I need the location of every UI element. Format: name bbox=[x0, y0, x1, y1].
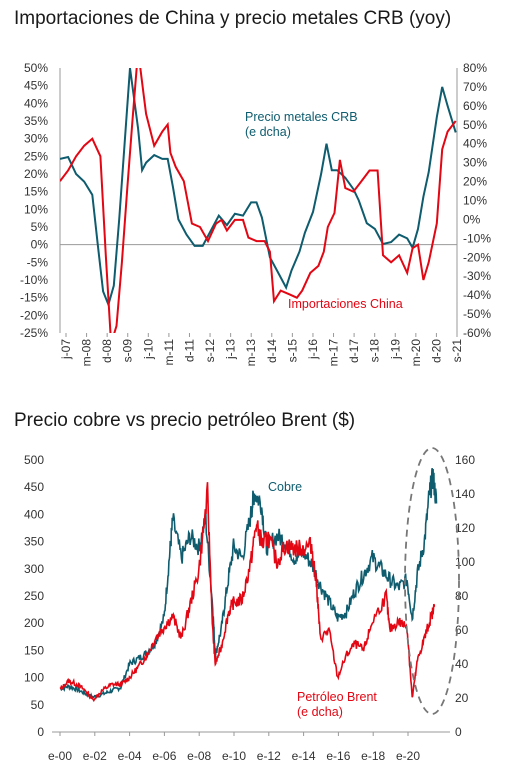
chart1-right-tick: 60% bbox=[463, 99, 487, 113]
chart1-x-tick: s-21 bbox=[450, 339, 464, 363]
chart1-x-tick: d-11 bbox=[182, 339, 196, 362]
chart1-left-tick: -20% bbox=[20, 308, 48, 322]
chart2-right-tick: 160 bbox=[455, 453, 475, 467]
chart2-title: Precio cobre vs precio petróleo Brent ($… bbox=[14, 410, 356, 431]
chart2-right-tick: 120 bbox=[455, 521, 475, 535]
chart1-x-tick: j-07 bbox=[59, 339, 73, 360]
chart1-right-tick: 10% bbox=[463, 194, 487, 208]
chart2-x-tick: e-06 bbox=[152, 749, 176, 763]
chart2-x-tick: e-02 bbox=[83, 749, 107, 763]
chart2-x-tick: e-10 bbox=[222, 749, 246, 763]
chart1-title: Importaciones de China y precio metales … bbox=[14, 8, 452, 29]
chart1-left-tick: 40% bbox=[24, 96, 48, 110]
chart2-x-tick: e-18 bbox=[361, 749, 385, 763]
chart1-x-tick: s-15 bbox=[285, 339, 299, 363]
chart1-right-tick: 80% bbox=[463, 61, 487, 75]
chart1-left-tick: -15% bbox=[20, 291, 48, 305]
chart1-x-tick: d-17 bbox=[347, 339, 361, 363]
chart2-x-tick: e-20 bbox=[396, 749, 420, 763]
chart1-right-tick: -10% bbox=[463, 231, 491, 245]
chart2-left-tick: 0 bbox=[37, 725, 44, 739]
chart1-x-tick: j-10 bbox=[141, 339, 155, 360]
chart1-right-tick: -30% bbox=[463, 269, 491, 283]
chart1-crb-label-line2: (e dcha) bbox=[245, 125, 291, 139]
chart1-right-tick: -60% bbox=[463, 326, 491, 340]
chart2-left-tick: 150 bbox=[24, 643, 44, 657]
chart1-imports-label: Importaciones China bbox=[288, 297, 403, 311]
chart2-series-copper bbox=[59, 468, 438, 700]
chart2-x-tick: e-14 bbox=[292, 749, 316, 763]
chart1-right-tick: -20% bbox=[463, 250, 491, 264]
chart2-x-tick: e-12 bbox=[257, 749, 281, 763]
chart2-x-tick: e-16 bbox=[326, 749, 350, 763]
chart1-left-tick: 10% bbox=[24, 202, 48, 216]
chart2-right-tick: 140 bbox=[455, 487, 475, 501]
chart1-x-tick: j-16 bbox=[306, 339, 320, 360]
chart1-left-tick: 20% bbox=[24, 167, 48, 181]
chart1-left-tick: -10% bbox=[20, 273, 48, 287]
chart1-x-tick: m-17 bbox=[327, 339, 341, 367]
chart1-right-tick: 40% bbox=[463, 137, 487, 151]
chart1-x-tick: m-13 bbox=[244, 339, 258, 367]
chart1-x-tick: d-14 bbox=[265, 339, 279, 363]
chart2-left-tick: 350 bbox=[24, 535, 44, 549]
chart1-series-imports bbox=[60, 68, 457, 333]
chart2-right-tick: 20 bbox=[455, 691, 469, 705]
chart1-right-tick: 30% bbox=[463, 156, 487, 170]
chart2-left-tick: 100 bbox=[24, 671, 44, 685]
chart1-x-tick: m-11 bbox=[162, 339, 176, 366]
chart1-right-tick: 50% bbox=[463, 118, 487, 132]
chart1-x-tick: m-20 bbox=[409, 339, 423, 367]
chart2-left-tick: 200 bbox=[24, 616, 44, 630]
chart1-left-tick: -25% bbox=[20, 326, 48, 340]
chart1-x-tick: d-08 bbox=[100, 339, 114, 363]
chart1-right-tick: 70% bbox=[463, 80, 487, 94]
chart1-x-tick: j-13 bbox=[224, 339, 238, 360]
chart2-left-tick: 250 bbox=[24, 589, 44, 603]
chart1-right-tick: 0% bbox=[463, 212, 481, 226]
chart2-series-brent bbox=[59, 482, 436, 703]
chart1-x-tick: d-20 bbox=[429, 339, 443, 363]
chart2-x-tick: e-08 bbox=[187, 749, 211, 763]
chart1-left-tick: 0% bbox=[31, 238, 49, 252]
chart1-left-tick: 50% bbox=[24, 61, 48, 75]
chart2-highlight-ellipse bbox=[404, 447, 460, 715]
chart2-left-tick: 500 bbox=[24, 453, 44, 467]
chart1-left-tick: -5% bbox=[27, 255, 49, 269]
chart1-x-tick: j-19 bbox=[388, 339, 402, 360]
chart1-left-tick: 35% bbox=[24, 114, 48, 128]
chart2-right-tick: 80 bbox=[455, 589, 469, 603]
chart1-right-tick: -40% bbox=[463, 288, 491, 302]
chart1-x-tick: s-12 bbox=[203, 339, 217, 363]
chart2-left-tick: 50 bbox=[31, 698, 45, 712]
chart2-right-tick: 0 bbox=[455, 725, 462, 739]
chart1-x-tick: m-08 bbox=[80, 339, 94, 367]
chart1-x-tick: s-18 bbox=[368, 339, 382, 363]
chart2-left-tick: 450 bbox=[24, 480, 44, 494]
chart1-imports-vs-crb: 50% 45% 40% 35% 30% 25% 20% 15% 10% 5% 0% -5% -10% -1… bbox=[20, 61, 491, 367]
chart1-crb-label: Precio metales CRB bbox=[245, 110, 358, 124]
chart2-left-tick: 300 bbox=[24, 562, 44, 576]
chart1-left-tick: 15% bbox=[24, 185, 48, 199]
chart2-x-tick: e-00 bbox=[48, 749, 72, 763]
chart1-left-tick: 45% bbox=[24, 79, 48, 93]
chart1-right-tick: -50% bbox=[463, 307, 491, 321]
chart1-right-tick: 20% bbox=[463, 175, 487, 189]
chart1-left-tick: 30% bbox=[24, 132, 48, 146]
chart2-right-tick: 100 bbox=[455, 555, 475, 569]
chart1-left-tick: 5% bbox=[31, 220, 49, 234]
chart2-x-tick: e-04 bbox=[118, 749, 142, 763]
chart1-series-crb bbox=[60, 68, 457, 308]
chart2-left-tick: 400 bbox=[24, 507, 44, 521]
chart2-brent-label: Petróleo Brent bbox=[297, 690, 377, 704]
chart2-right-tick: 40 bbox=[455, 657, 469, 671]
chart1-left-tick: 25% bbox=[24, 149, 48, 163]
chart2-right-tick: 60 bbox=[455, 623, 469, 637]
chart2-brent-label-line2: (e dcha) bbox=[297, 705, 343, 719]
chart1-x-tick: s-09 bbox=[121, 339, 135, 363]
chart2-copper-label: Cobre bbox=[268, 480, 302, 494]
